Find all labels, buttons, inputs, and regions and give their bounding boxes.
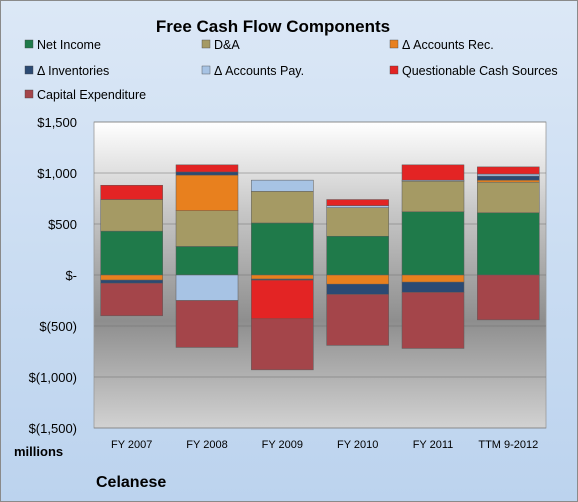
x-tick-label: FY 2010 [337,439,378,451]
bar-segment [251,279,314,320]
legend-swatch [24,65,34,75]
y-tick-label: $(1,000) [29,370,77,385]
bar-segment [251,318,314,371]
legend-swatch [24,39,34,49]
legend-swatch [24,89,34,99]
y-tick-label: $1,500 [37,115,77,130]
legend-item: D&A [201,38,240,52]
bar-segment [251,179,314,192]
legend-item: Δ Accounts Rec. [389,38,494,52]
company-name: Celanese [96,474,166,491]
bar-segment [477,181,540,214]
bar-segment [326,274,389,285]
legend-label: Questionable Cash Sources [402,64,558,78]
legend-label: D&A [214,38,240,52]
gridlines [94,121,546,429]
bar-segment [326,283,389,295]
y-tick-labels: $1,500 $1,000 $500 $- $(500) $(1,000) $(1,500) [29,115,77,436]
x-tick-label: FY 2008 [186,439,227,451]
y-tick-label: $- [65,268,77,283]
legend-swatch [201,39,211,49]
bar-segment [401,164,465,181]
bar-segment [175,164,239,173]
legend-item: Questionable Cash Sources [389,64,558,78]
legend-item: Δ Accounts Pay. [201,64,304,78]
bar-segment [326,207,389,237]
legend-item: Net Income [24,38,101,52]
bar-segment [401,180,465,213]
bar-segment [100,184,163,200]
bar-segment [401,274,465,283]
legend-label: Capital Expenditure [37,88,146,102]
bars [100,164,540,371]
bar-segment [251,191,314,224]
bar-segment [100,279,163,284]
x-tick-label: FY 2007 [111,439,152,451]
bar-segment [401,292,465,349]
legend-label: Δ Accounts Pay. [214,64,304,78]
legend-swatch [389,39,399,49]
bar-segment [326,205,389,208]
bar-segment [100,230,163,276]
bar-segment [477,175,540,181]
bar-segment [100,199,163,232]
bar-segment [100,274,163,281]
bar-segment [100,282,163,317]
bar-segment [175,274,239,301]
y-tick-label: $(500) [39,319,77,334]
y-tick-label: $(1,500) [29,421,77,436]
bar-segment [401,211,465,276]
legend-label: Net Income [37,38,101,52]
bar-segment [175,174,239,211]
bar-segment [175,210,239,247]
bar-segment [477,173,540,177]
bar-segment [477,212,540,276]
legend-item: Δ Inventories [24,64,109,78]
legend-swatch [201,65,211,75]
bar-segment [477,166,540,175]
bar-segment [175,171,239,176]
x-tick-label: FY 2009 [262,439,303,451]
bar-segment [477,179,540,183]
chart-title: Free Cash Flow Components [156,17,390,36]
x-tick-label: TTM 9-2012 [478,439,538,451]
bar-segment [175,246,239,276]
y-tick-label: $500 [48,217,77,232]
y-tick-label: $1,000 [37,166,77,181]
x-tick-label: FY 2011 [413,439,454,451]
x-tick-labels: FY 2007 FY 2008 FY 2009 FY 2010 FY 2011 TTM 9… [111,439,538,451]
legend-label: Δ Inventories [37,64,109,78]
bar-segment [175,300,239,348]
bar-segment [326,199,389,206]
legend-label: Δ Accounts Rec. [402,38,494,52]
y-axis-label: millions [14,444,63,459]
legend: Net Income D&A Δ Accounts Rec. Δ Inventorie… [24,38,558,102]
legend-item: Capital Expenditure [24,88,146,102]
bar-segment [251,274,314,280]
bar-segment [251,222,314,276]
bar-segment [477,274,540,321]
legend-swatch [389,65,399,75]
bar-segment [326,294,389,346]
bar-segment [326,235,389,276]
bar-segment [401,281,465,293]
